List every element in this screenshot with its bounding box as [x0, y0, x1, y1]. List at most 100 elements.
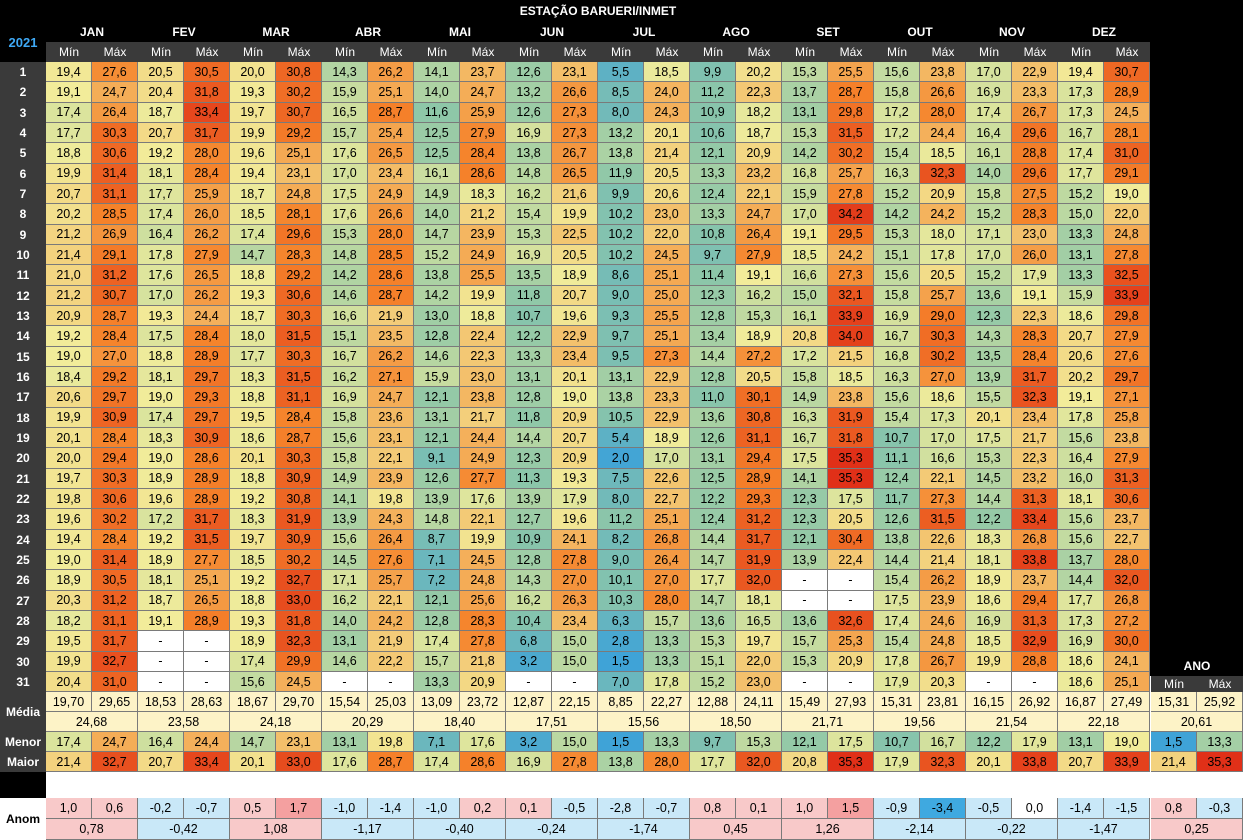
min-cell: 20,4: [46, 671, 92, 693]
min-cell: 20,6: [1058, 346, 1104, 367]
max-cell: 28,7: [828, 82, 874, 103]
max-cell: 20,9: [828, 651, 874, 672]
min-cell: 12,8: [506, 387, 552, 408]
min-cell: 16,9: [506, 244, 552, 266]
max-cell: 31,2: [92, 590, 138, 611]
min-cell: 16,9: [874, 305, 920, 327]
max-cell: -: [184, 671, 230, 693]
min-cell: 12,6: [414, 468, 460, 489]
max-cell: 22,9: [552, 326, 598, 347]
month-header: SET: [782, 22, 874, 42]
min-cell: 14,6: [322, 651, 368, 672]
min-cell: 10,5: [598, 407, 644, 428]
max-cell: 34,0: [828, 326, 874, 347]
min-cell: 17,4: [230, 651, 276, 672]
min-cell: 17,0: [966, 244, 1012, 266]
max-cell: 19,0: [552, 387, 598, 408]
min-cell: 15,6: [230, 671, 276, 693]
min-cell: 20,7: [46, 183, 92, 205]
min-cell: 15,3: [782, 62, 828, 83]
max-header: Máx: [1012, 42, 1058, 62]
max-cell: 24,8: [276, 183, 322, 205]
max-cell: 18,1: [736, 590, 782, 611]
max-cell: 20,9: [552, 407, 598, 428]
day-label: 21: [0, 468, 46, 489]
max-cell: 30,7: [92, 285, 138, 306]
max-cell: 22,1: [920, 468, 966, 489]
ano-media-average: 20,61: [1151, 712, 1243, 733]
min-cell: 19,1: [138, 610, 184, 632]
year-label: 2021: [8, 34, 38, 50]
max-cell: 35,3: [828, 468, 874, 489]
menor-min-cell: 9,7: [690, 732, 736, 753]
max-cell: 27,0: [92, 346, 138, 367]
max-cell: 30,3: [92, 468, 138, 489]
maior-max-cell: 28,0: [644, 752, 690, 773]
max-cell: 23,8: [1104, 427, 1150, 449]
max-header: Máx: [368, 42, 414, 62]
max-cell: 13,3: [644, 631, 690, 652]
min-cell: 18,7: [230, 305, 276, 327]
max-cell: 23,2: [1012, 468, 1058, 489]
min-header: Mín: [230, 42, 276, 62]
min-cell: 6,8: [506, 631, 552, 652]
min-cell: 14,4: [966, 488, 1012, 510]
min-cell: 15,2: [874, 183, 920, 205]
max-cell: 18,9: [644, 427, 690, 449]
max-header: Máx: [920, 42, 966, 62]
max-cell: 22,7: [644, 488, 690, 510]
max-cell: 32,7: [276, 570, 322, 591]
max-cell: 35,3: [828, 448, 874, 469]
max-cell: 20,1: [644, 122, 690, 144]
max-cell: 24,8: [920, 631, 966, 652]
max-cell: 28,8: [1012, 143, 1058, 164]
max-cell: 31,9: [828, 407, 874, 428]
max-cell: 18,6: [920, 387, 966, 408]
max-cell: 25,0: [644, 285, 690, 306]
max-cell: 29,9: [276, 651, 322, 672]
min-cell: 14,7: [690, 549, 736, 571]
max-cell: 32,9: [1012, 631, 1058, 652]
max-cell: 31,3: [1012, 610, 1058, 632]
min-cell: 15,7: [782, 631, 828, 652]
min-cell: 14,0: [414, 204, 460, 225]
min-cell: 19,3: [230, 610, 276, 632]
max-header: Máx: [1104, 42, 1150, 62]
min-cell: 7,1: [414, 549, 460, 571]
min-cell: 14,3: [322, 62, 368, 83]
max-cell: 29,6: [1012, 122, 1058, 144]
min-cell: 13,1: [782, 102, 828, 123]
max-cell: 21,7: [460, 407, 506, 428]
menor-min-cell: 7,1: [414, 732, 460, 753]
min-cell: 8,5: [598, 82, 644, 103]
max-cell: 26,8: [1012, 529, 1058, 550]
max-cell: 25,3: [828, 631, 874, 652]
anom-average-cell: -1,74: [598, 819, 690, 840]
ano-min-header: Mín: [1151, 676, 1197, 692]
menor-max-cell: 19,8: [368, 732, 414, 753]
min-cell: 15,8: [322, 448, 368, 469]
max-cell: 21,9: [368, 631, 414, 652]
min-cell: 17,4: [1058, 143, 1104, 164]
min-cell: 12,3: [506, 448, 552, 469]
media-max-cell: 29,70: [276, 692, 322, 713]
min-cell: 14,8: [506, 163, 552, 184]
min-cell: 17,4: [230, 224, 276, 245]
min-cell: 19,9: [230, 122, 276, 144]
min-cell: 14,1: [414, 62, 460, 83]
max-cell: 23,1: [552, 62, 598, 83]
min-cell: 10,7: [506, 305, 552, 327]
menor-max-cell: 15,0: [552, 732, 598, 753]
anom-min-cell: -1,0: [414, 798, 460, 819]
max-cell: 22,4: [460, 326, 506, 347]
min-cell: 10,7: [874, 427, 920, 449]
max-cell: 23,0: [736, 671, 782, 693]
max-cell: 24,5: [460, 549, 506, 571]
max-cell: 18,2: [736, 102, 782, 123]
max-cell: 22,1: [368, 448, 414, 469]
max-cell: 24,2: [368, 610, 414, 632]
min-cell: 15,6: [322, 427, 368, 449]
max-cell: 24,3: [368, 509, 414, 530]
min-cell: 14,9: [322, 468, 368, 489]
day-label: 26: [0, 570, 46, 591]
